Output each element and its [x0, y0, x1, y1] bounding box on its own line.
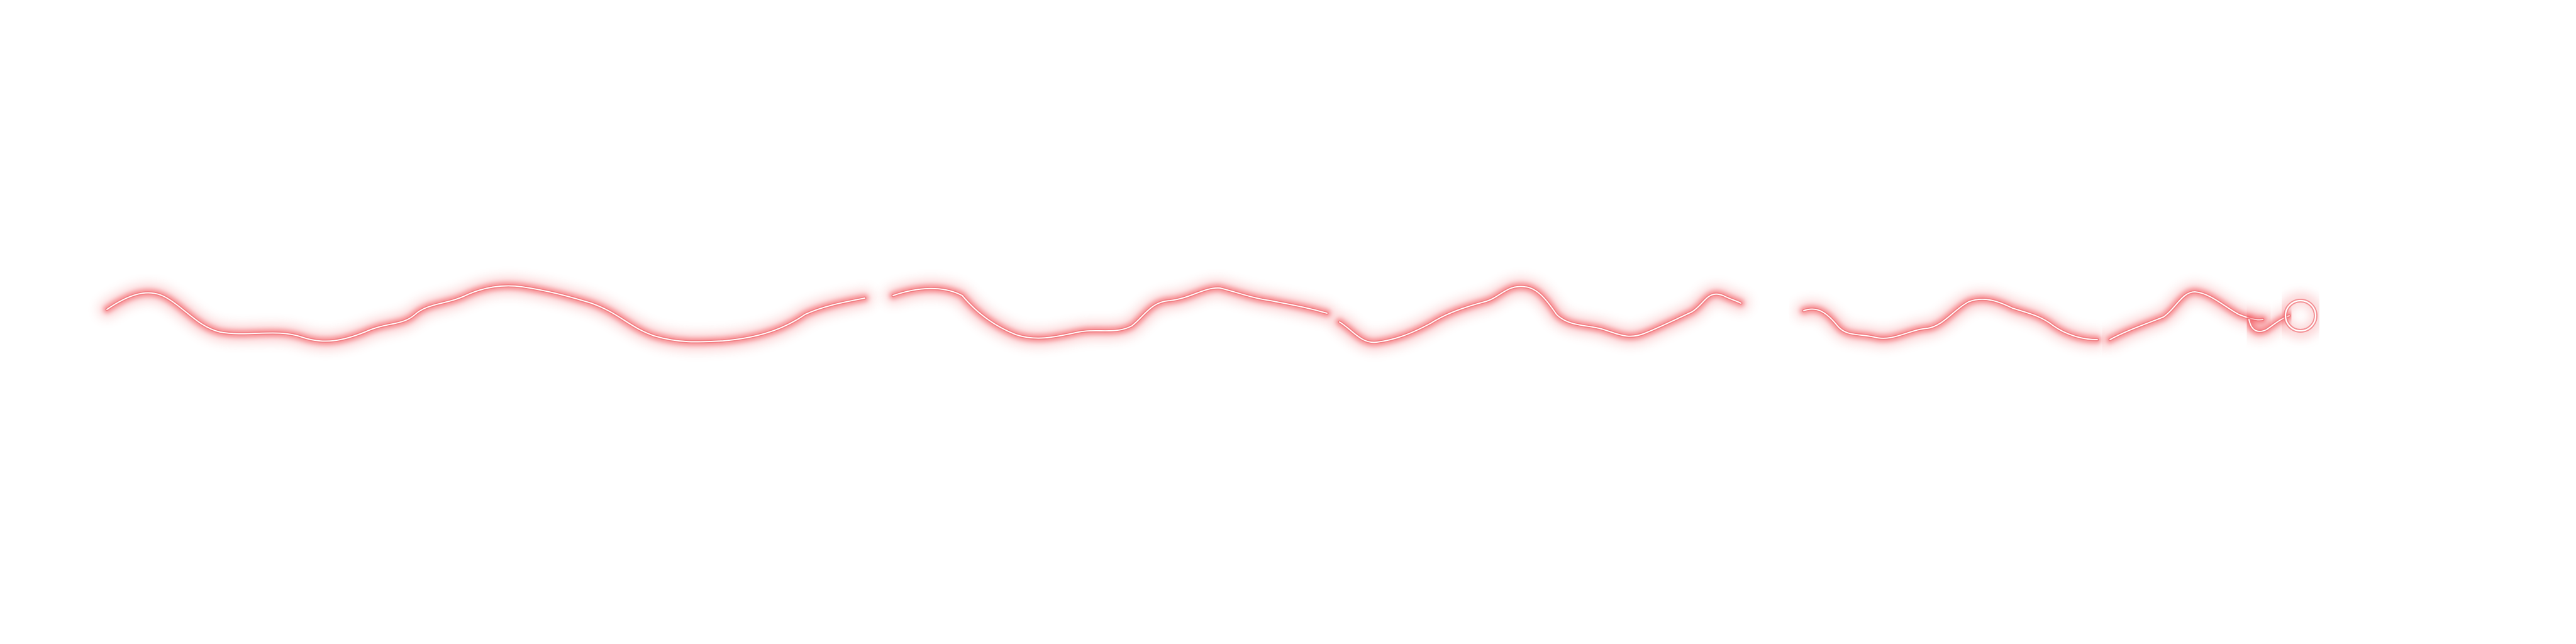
- trail-stroke-layer: [1339, 286, 1741, 343]
- trail-segment-1: [99, 277, 873, 350]
- ring-endpoint: [2279, 294, 2322, 337]
- trail-stroke-layer: [892, 287, 1328, 339]
- glow-trail: [99, 277, 2322, 351]
- trail-segment-3: [1331, 278, 1749, 351]
- trail-stroke-layer: [1803, 299, 2098, 340]
- trail-stroke-layer: [106, 285, 865, 343]
- trail-segment-4: [1796, 291, 2106, 348]
- trail-segment-2: [885, 279, 1335, 347]
